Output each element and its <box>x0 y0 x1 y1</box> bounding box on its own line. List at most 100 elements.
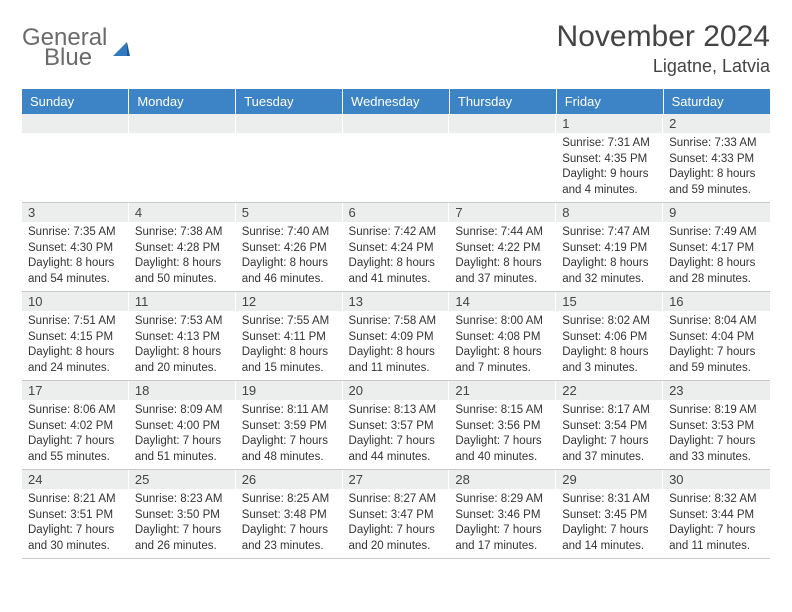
sunrise: Sunrise: 8:06 AM <box>28 403 123 419</box>
day-number: 24 <box>22 470 129 489</box>
calendar-cell: 21Sunrise: 8:15 AMSunset: 3:56 PMDayligh… <box>449 381 556 470</box>
sunset: Sunset: 3:57 PM <box>349 419 444 435</box>
daylight-line2: and 37 minutes. <box>455 272 550 288</box>
daylight-line1: Daylight: 7 hours <box>349 523 444 539</box>
daylight-line2: and 33 minutes. <box>669 450 764 466</box>
day-number <box>129 114 236 133</box>
day-number: 21 <box>449 381 556 400</box>
sunset: Sunset: 3:54 PM <box>562 419 657 435</box>
cell-body <box>343 133 450 140</box>
cell-body <box>129 133 236 140</box>
cell-body: Sunrise: 8:04 AMSunset: 4:04 PMDaylight:… <box>663 311 770 380</box>
daylight-line2: and 20 minutes. <box>135 361 230 377</box>
day-number: 19 <box>236 381 343 400</box>
day-header-row: SundayMondayTuesdayWednesdayThursdayFrid… <box>22 89 770 114</box>
day-number: 20 <box>343 381 450 400</box>
sunset: Sunset: 4:17 PM <box>669 241 764 257</box>
cell-body: Sunrise: 8:32 AMSunset: 3:44 PMDaylight:… <box>663 489 770 558</box>
calendar-cell: 13Sunrise: 7:58 AMSunset: 4:09 PMDayligh… <box>343 292 450 381</box>
cell-body: Sunrise: 8:02 AMSunset: 4:06 PMDaylight:… <box>556 311 663 380</box>
calendar-cell: 25Sunrise: 8:23 AMSunset: 3:50 PMDayligh… <box>129 470 236 559</box>
sunset: Sunset: 3:47 PM <box>349 508 444 524</box>
day-number: 9 <box>663 203 770 222</box>
day-header: Friday <box>556 89 663 114</box>
calendar-cell: 5Sunrise: 7:40 AMSunset: 4:26 PMDaylight… <box>236 203 343 292</box>
daylight-line1: Daylight: 7 hours <box>349 434 444 450</box>
sunrise: Sunrise: 7:47 AM <box>562 225 657 241</box>
daylight-line1: Daylight: 7 hours <box>669 434 764 450</box>
daylight-line1: Daylight: 7 hours <box>28 523 123 539</box>
daylight-line1: Daylight: 8 hours <box>28 256 123 272</box>
sunset: Sunset: 4:08 PM <box>455 330 550 346</box>
sunset: Sunset: 4:24 PM <box>349 241 444 257</box>
calendar-body: 1Sunrise: 7:31 AMSunset: 4:35 PMDaylight… <box>22 114 770 559</box>
daylight-line2: and 51 minutes. <box>135 450 230 466</box>
cell-body: Sunrise: 8:29 AMSunset: 3:46 PMDaylight:… <box>449 489 556 558</box>
calendar-cell: 22Sunrise: 8:17 AMSunset: 3:54 PMDayligh… <box>556 381 663 470</box>
sunset: Sunset: 4:00 PM <box>135 419 230 435</box>
daylight-line2: and 54 minutes. <box>28 272 123 288</box>
cell-body: Sunrise: 8:27 AMSunset: 3:47 PMDaylight:… <box>343 489 450 558</box>
cell-body: Sunrise: 8:15 AMSunset: 3:56 PMDaylight:… <box>449 400 556 469</box>
day-number: 1 <box>556 114 663 133</box>
daylight-line1: Daylight: 7 hours <box>562 434 657 450</box>
daylight-line2: and 24 minutes. <box>28 361 123 377</box>
sunset: Sunset: 3:44 PM <box>669 508 764 524</box>
day-number: 25 <box>129 470 236 489</box>
sunrise: Sunrise: 7:49 AM <box>669 225 764 241</box>
calendar-cell: 24Sunrise: 8:21 AMSunset: 3:51 PMDayligh… <box>22 470 129 559</box>
day-header: Sunday <box>22 89 129 114</box>
sunset: Sunset: 4:09 PM <box>349 330 444 346</box>
calendar-week: 10Sunrise: 7:51 AMSunset: 4:15 PMDayligh… <box>22 292 770 381</box>
daylight-line2: and 55 minutes. <box>28 450 123 466</box>
sunrise: Sunrise: 8:00 AM <box>455 314 550 330</box>
daylight-line1: Daylight: 8 hours <box>28 345 123 361</box>
day-number <box>236 114 343 133</box>
calendar-cell: 3Sunrise: 7:35 AMSunset: 4:30 PMDaylight… <box>22 203 129 292</box>
daylight-line2: and 32 minutes. <box>562 272 657 288</box>
title-block: November 2024 Ligatne, Latvia <box>557 20 770 77</box>
cell-body: Sunrise: 7:42 AMSunset: 4:24 PMDaylight:… <box>343 222 450 291</box>
daylight-line1: Daylight: 8 hours <box>455 256 550 272</box>
daylight-line1: Daylight: 8 hours <box>349 345 444 361</box>
day-header: Saturday <box>663 89 770 114</box>
cell-body: Sunrise: 8:25 AMSunset: 3:48 PMDaylight:… <box>236 489 343 558</box>
cell-body: Sunrise: 7:58 AMSunset: 4:09 PMDaylight:… <box>343 311 450 380</box>
calendar-cell: 6Sunrise: 7:42 AMSunset: 4:24 PMDaylight… <box>343 203 450 292</box>
calendar-cell: 10Sunrise: 7:51 AMSunset: 4:15 PMDayligh… <box>22 292 129 381</box>
sunset: Sunset: 3:53 PM <box>669 419 764 435</box>
calendar-cell: 2Sunrise: 7:33 AMSunset: 4:33 PMDaylight… <box>663 114 770 203</box>
day-number: 5 <box>236 203 343 222</box>
calendar-week: 24Sunrise: 8:21 AMSunset: 3:51 PMDayligh… <box>22 470 770 559</box>
calendar-week: 3Sunrise: 7:35 AMSunset: 4:30 PMDaylight… <box>22 203 770 292</box>
day-number: 12 <box>236 292 343 311</box>
cell-body: Sunrise: 8:09 AMSunset: 4:00 PMDaylight:… <box>129 400 236 469</box>
sunset: Sunset: 3:50 PM <box>135 508 230 524</box>
day-number: 17 <box>22 381 129 400</box>
sunrise: Sunrise: 7:55 AM <box>242 314 337 330</box>
sunrise: Sunrise: 8:19 AM <box>669 403 764 419</box>
cell-body: Sunrise: 7:35 AMSunset: 4:30 PMDaylight:… <box>22 222 129 291</box>
calendar-cell: 27Sunrise: 8:27 AMSunset: 3:47 PMDayligh… <box>343 470 450 559</box>
daylight-line2: and 59 minutes. <box>669 183 764 199</box>
sunrise: Sunrise: 8:25 AM <box>242 492 337 508</box>
daylight-line1: Daylight: 8 hours <box>562 345 657 361</box>
daylight-line2: and 50 minutes. <box>135 272 230 288</box>
month-title: November 2024 <box>557 20 770 54</box>
cell-body: Sunrise: 8:21 AMSunset: 3:51 PMDaylight:… <box>22 489 129 558</box>
daylight-line1: Daylight: 8 hours <box>135 345 230 361</box>
day-number: 8 <box>556 203 663 222</box>
sunrise: Sunrise: 7:58 AM <box>349 314 444 330</box>
sunset: Sunset: 4:15 PM <box>28 330 123 346</box>
day-header: Tuesday <box>236 89 343 114</box>
calendar-week: 1Sunrise: 7:31 AMSunset: 4:35 PMDaylight… <box>22 114 770 203</box>
day-number: 10 <box>22 292 129 311</box>
cell-body: Sunrise: 8:19 AMSunset: 3:53 PMDaylight:… <box>663 400 770 469</box>
calendar-cell: 4Sunrise: 7:38 AMSunset: 4:28 PMDaylight… <box>129 203 236 292</box>
calendar-cell: 20Sunrise: 8:13 AMSunset: 3:57 PMDayligh… <box>343 381 450 470</box>
day-header: Thursday <box>449 89 556 114</box>
daylight-line1: Daylight: 7 hours <box>242 434 337 450</box>
day-number: 4 <box>129 203 236 222</box>
sunrise: Sunrise: 8:32 AM <box>669 492 764 508</box>
sunrise: Sunrise: 7:38 AM <box>135 225 230 241</box>
